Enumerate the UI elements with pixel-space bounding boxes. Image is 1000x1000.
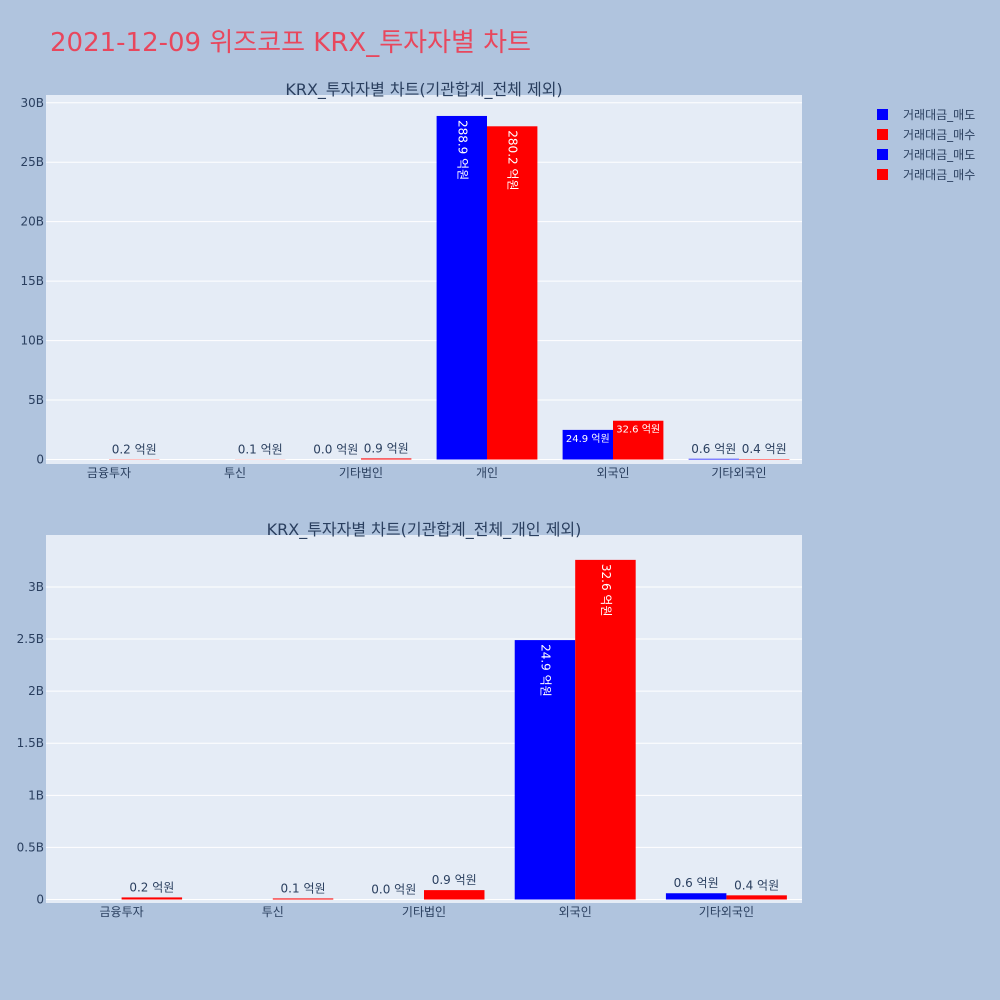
bar-value-label: 280.2 억원 bbox=[506, 130, 520, 190]
chart-title: KRX_투자자별 차트(기관합계_전체_개인 제외) bbox=[267, 520, 582, 540]
x-tick-label: 투신 bbox=[262, 905, 284, 919]
bar-buy bbox=[575, 559, 636, 900]
bar-value-label: 0.1 억원 bbox=[238, 442, 283, 456]
bar-value-label: 0.4 억원 bbox=[742, 442, 787, 456]
legend-swatch bbox=[877, 149, 888, 160]
y-tick-label: 1.5B bbox=[17, 736, 44, 750]
y-tick-label: 0 bbox=[36, 893, 44, 907]
legend-label: 거래대금_매수 bbox=[903, 168, 975, 182]
bar-value-label: 288.9 억원 bbox=[455, 120, 469, 180]
bar-buy bbox=[121, 897, 183, 900]
page-title: 2021-12-09 위즈코프 KRX_투자자별 차트 bbox=[50, 28, 532, 58]
bar-buy bbox=[272, 898, 334, 900]
x-tick-label: 외국인 bbox=[559, 905, 592, 919]
y-tick-label: 20B bbox=[20, 215, 44, 229]
bar-value-label: 0.9 억원 bbox=[364, 441, 409, 455]
bar-value-label: 0.0 억원 bbox=[371, 883, 416, 897]
y-tick-label: 3B bbox=[28, 580, 44, 594]
y-tick-label: 0.5B bbox=[17, 840, 44, 854]
plot-area bbox=[46, 95, 802, 464]
x-tick-label: 투신 bbox=[224, 466, 246, 480]
bar-value-label: 0.6 억원 bbox=[691, 442, 736, 456]
plot-area bbox=[46, 535, 802, 903]
bar-value-label: 0.2 억원 bbox=[112, 442, 157, 456]
bar-value-label: 32.6 억원 bbox=[599, 564, 613, 617]
legend-label: 거래대금_매도 bbox=[903, 108, 975, 122]
x-tick-label: 금융투자 bbox=[87, 466, 131, 480]
bar-sell bbox=[436, 115, 487, 460]
bar-buy bbox=[424, 890, 485, 900]
bar-buy bbox=[613, 420, 664, 460]
bar-value-label: 0.1 억원 bbox=[281, 881, 326, 895]
bar-value-label: 0.0 억원 bbox=[313, 443, 358, 457]
bar-buy bbox=[361, 458, 412, 460]
legend-label: 거래대금_매수 bbox=[903, 128, 975, 142]
chart-2: 0 0.5B 1B 1.5B 2B 2.5B 3B KRX_투자자별 차트(기관합계_전체_개… bbox=[17, 520, 802, 919]
x-tick-label: 기타외국인 bbox=[699, 905, 754, 919]
y-tick-label: 5B bbox=[28, 393, 44, 407]
bar-value-label: 0.4 억원 bbox=[734, 878, 779, 892]
y-tick-label: 2.5B bbox=[17, 632, 44, 646]
x-tick-label: 기타법인 bbox=[402, 905, 446, 919]
y-tick-label: 1B bbox=[28, 788, 44, 802]
x-tick-label: 개인 bbox=[476, 466, 498, 480]
chart-1: 0 5B 10B 15B 20B 25B 30B KRX_투자자별 차트(기관합계_전체 제외… bbox=[20, 80, 802, 480]
y-tick-label: 25B bbox=[20, 155, 44, 169]
bar-sell bbox=[665, 893, 727, 900]
x-tick-label: 기타외국인 bbox=[711, 466, 766, 480]
x-tick-label: 기타법인 bbox=[339, 466, 383, 480]
y-tick-label: 2B bbox=[28, 684, 44, 698]
bar-sell bbox=[514, 640, 576, 900]
bar-sell bbox=[562, 429, 613, 460]
legend-label: 거래대금_매도 bbox=[903, 148, 975, 162]
y-tick-label: 30B bbox=[20, 96, 44, 110]
bar-value-label: 32.6 억원 bbox=[616, 424, 660, 436]
bar-sell bbox=[688, 458, 739, 460]
x-tick-label: 금융투자 bbox=[100, 905, 144, 919]
y-tick-label: 15B bbox=[20, 274, 44, 288]
legend-swatch bbox=[877, 109, 888, 120]
bar-value-label: 0.2 억원 bbox=[129, 880, 174, 894]
legend-swatch bbox=[877, 129, 888, 140]
bar-value-label: 24.9 억원 bbox=[566, 433, 610, 445]
x-tick-label: 외국인 bbox=[596, 466, 629, 480]
bar-value-label: 0.9 억원 bbox=[432, 873, 477, 887]
y-tick-label: 10B bbox=[20, 334, 44, 348]
bar-buy bbox=[487, 126, 538, 460]
bar-buy bbox=[726, 895, 787, 900]
bar-value-label: 0.6 억원 bbox=[674, 876, 719, 890]
y-tick-label: 0 bbox=[36, 453, 44, 467]
chart-title: KRX_투자자별 차트(기관합계_전체 제외) bbox=[285, 80, 562, 100]
legend-swatch bbox=[877, 169, 888, 180]
bar-value-label: 24.9 억원 bbox=[538, 644, 552, 697]
